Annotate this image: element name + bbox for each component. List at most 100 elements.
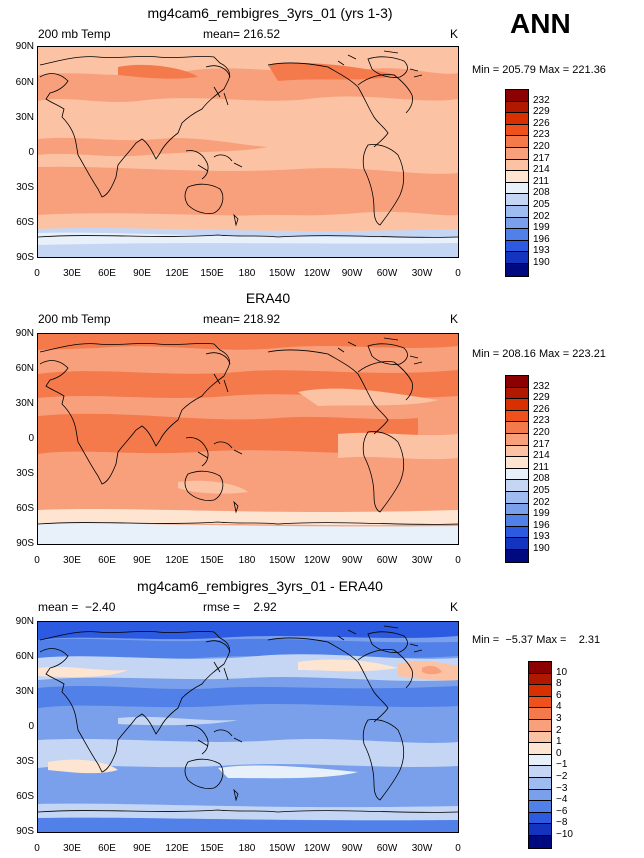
panel-3-units-label: K <box>450 600 459 614</box>
colorbar-label: 10 <box>556 666 568 678</box>
panel-2-field-label: 200 mb Temp <box>38 312 111 326</box>
panel-1-lon-60w: 60W <box>376 268 398 279</box>
colorbar-box <box>529 812 551 825</box>
panel-1-lat-60s: 60S <box>16 217 34 228</box>
panel-3-lat-30s: 30S <box>16 756 34 767</box>
panel-1-lon-150w: 150W <box>268 268 296 279</box>
panel-2-colorbar <box>505 375 529 563</box>
panel-2-lon-60e: 60E <box>98 555 116 566</box>
colorbar-box <box>529 835 551 848</box>
colorbar-label: 223 <box>533 415 550 427</box>
panel-1-contour-field <box>38 47 458 257</box>
panel-1-lon-180: 180 <box>238 268 256 279</box>
panel-1-lat-30n: 30N <box>15 112 34 123</box>
colorbar-label: 223 <box>533 129 550 141</box>
colorbar-box <box>506 124 528 137</box>
colorbar-label: 193 <box>533 531 550 543</box>
panel-2-coastlines <box>38 337 458 525</box>
panel-3-lon-150w: 150W <box>268 843 296 854</box>
panel-1-coastlines <box>38 50 458 238</box>
colorbar-box <box>529 708 551 720</box>
panel-2-lon-120e: 120E <box>165 555 189 566</box>
panel-3-lon-90w: 90W <box>341 843 363 854</box>
colorbar-label: 193 <box>533 245 550 257</box>
panel-3-title: mg4cam6_rembigres_3yrs_01 - ERA40 <box>137 578 383 594</box>
panel-1-lon-30e: 30E <box>63 268 81 279</box>
colorbar-box <box>529 777 551 790</box>
panel-1-lon-0-end: 0 <box>455 268 461 279</box>
panel-3-lat-60n: 60N <box>15 651 34 662</box>
colorbar-box <box>506 422 528 434</box>
colorbar-label: 226 <box>533 403 550 415</box>
panel-1-mean-label: mean= 216.52 <box>203 27 281 41</box>
colorbar-box <box>506 217 528 230</box>
panel-3-lon-90e: 90E <box>133 843 151 854</box>
colorbar-box <box>529 662 551 674</box>
colorbar-label: 232 <box>533 380 550 392</box>
panel-3-lon-150e: 150E <box>200 843 224 854</box>
panel-1-units-label: K <box>450 27 459 41</box>
colorbar-label: 229 <box>533 392 550 404</box>
colorbar-label: 2 <box>556 724 562 736</box>
colorbar-box <box>506 263 528 276</box>
colorbar-box <box>506 457 528 469</box>
panel-2-lon-150w: 150W <box>268 555 296 566</box>
colorbar-box <box>506 240 528 253</box>
panel-2-lat-90n: 90N <box>15 328 34 339</box>
colorbar-box <box>506 90 528 102</box>
panel-2-lat-0: 0 <box>28 433 34 444</box>
panel-1-lon-90e: 90E <box>133 268 151 279</box>
colorbar-box <box>506 433 528 446</box>
season-label: ANN <box>510 8 571 39</box>
panel-1-lon-0: 0 <box>34 268 40 279</box>
colorbar-box <box>506 468 528 481</box>
colorbar-label: 217 <box>533 438 550 450</box>
panel-3-colorbar <box>528 661 552 849</box>
colorbar-label: 196 <box>533 233 550 245</box>
panel-1-lon-30w: 30W <box>411 268 433 279</box>
panel-3-rmse-label: rmse = 2.92 <box>203 600 277 614</box>
colorbar-label: 6 <box>556 689 562 701</box>
colorbar-box <box>506 205 528 218</box>
colorbar-box <box>506 252 528 264</box>
panel-3-lon-30e: 30E <box>63 843 81 854</box>
colorbar-label: 232 <box>533 94 550 106</box>
panel-2-map <box>37 333 459 545</box>
colorbar-box <box>506 503 528 516</box>
colorbar-box <box>506 159 528 172</box>
panel-1-lon-120w: 120W <box>303 268 331 279</box>
colorbar-label: −3 <box>556 782 568 794</box>
panel-1-colorbar <box>505 89 529 277</box>
panel-1-lon-60e: 60E <box>98 268 116 279</box>
colorbar-label: 8 <box>556 678 562 690</box>
colorbar-label: 229 <box>533 106 550 118</box>
panel-2-lon-30e: 30E <box>63 555 81 566</box>
panel-2-minmax: Min = 208.16 Max = 223.21 <box>472 348 606 360</box>
panel-2-lat-60n: 60N <box>15 363 34 374</box>
panel-3-lon-120w: 120W <box>303 843 331 854</box>
colorbar-label: 199 <box>533 222 550 234</box>
colorbar-box <box>506 410 528 423</box>
panel-3-map <box>37 621 459 833</box>
colorbar-label: 202 <box>533 210 550 222</box>
colorbar-box <box>506 538 528 550</box>
colorbar-box <box>506 387 528 400</box>
colorbar-box <box>506 515 528 527</box>
colorbar-box <box>529 719 551 732</box>
panel-1-lat-90n: 90N <box>15 41 34 52</box>
colorbar-label: 196 <box>533 519 550 531</box>
colorbar-box <box>529 789 551 802</box>
panel-3-lat-30n: 30N <box>15 686 34 697</box>
colorbar-box <box>506 101 528 114</box>
colorbar-box <box>506 491 528 504</box>
colorbar-box <box>506 445 528 458</box>
colorbar-box <box>506 182 528 195</box>
panel-1-lat-0: 0 <box>28 147 34 158</box>
colorbar-label: −1 <box>556 759 568 771</box>
colorbar-label: −10 <box>556 829 573 840</box>
panel-3-lon-120e: 120E <box>165 843 189 854</box>
colorbar-label: 214 <box>533 164 550 176</box>
panel-2-lat-60s: 60S <box>16 503 34 514</box>
colorbar-box <box>506 399 528 411</box>
colorbar-label: 1 <box>556 736 562 748</box>
